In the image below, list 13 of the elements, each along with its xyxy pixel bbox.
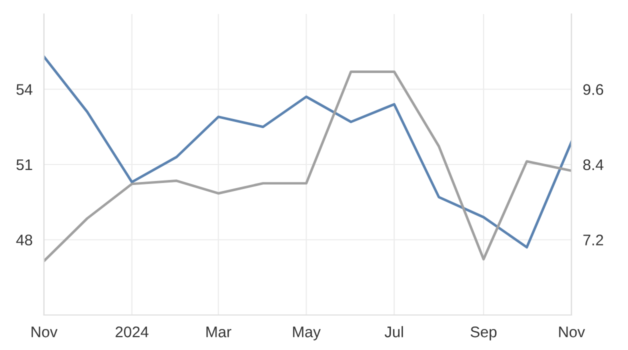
x-tick-label: Sep	[470, 326, 497, 340]
x-tick-label: Jul	[384, 326, 403, 338]
y2-tick-label: 7.2	[583, 234, 604, 246]
y-tick-label: 54	[16, 84, 32, 95]
x-tick-label: Mar	[206, 326, 232, 338]
x-tick-label: Nov	[559, 326, 586, 338]
y-tick-label: 48	[16, 234, 32, 246]
x-tick-label: 2024	[116, 326, 148, 338]
y-tick-label: 51	[16, 160, 32, 170]
x-tick-label: May	[293, 326, 321, 340]
y2-tick-label: 8.4	[583, 159, 604, 170]
y2-tick-label: 9.6	[583, 84, 604, 95]
x-tick-label: Nov	[32, 326, 58, 338]
